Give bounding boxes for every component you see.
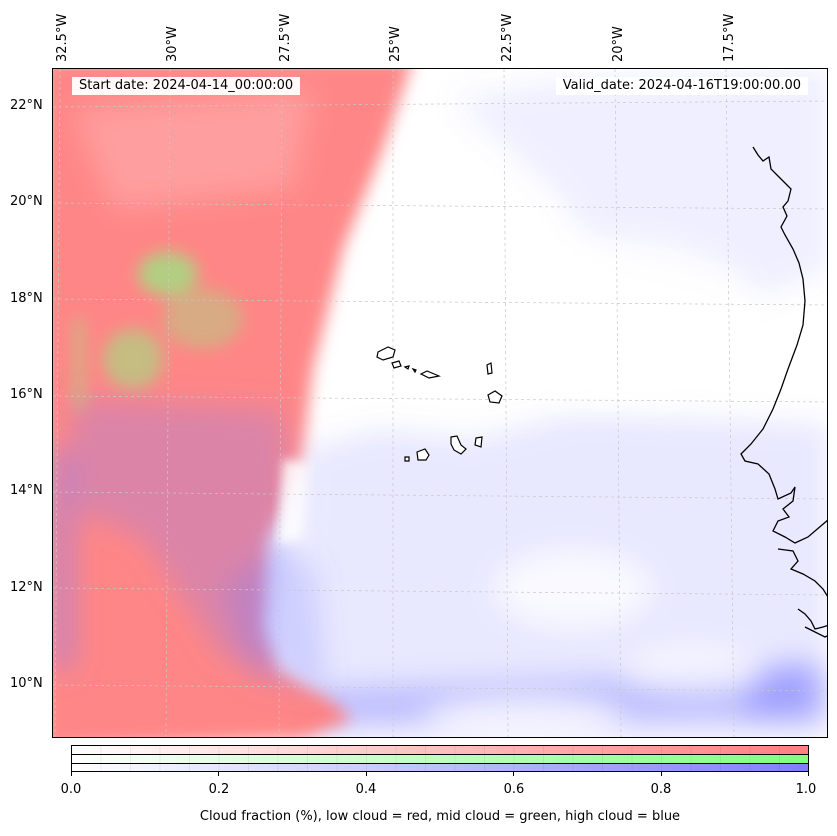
mid-cloud-layer (75, 252, 243, 409)
colorbar-label: Cloud fraction (%), low cloud = red, mid… (199, 809, 681, 824)
cape-verde-islands (376, 346, 503, 462)
island-outline (403, 365, 410, 370)
gridlines (53, 69, 827, 737)
lon-tick-label: 27.5°W (278, 13, 293, 62)
lon-tick-label: 20°W (611, 26, 626, 62)
colorbar (71, 745, 809, 772)
colorbar-tick-label: 0.8 (650, 782, 672, 797)
valid-date-label: Valid_date: 2024-04-16T19:00:00.00 (555, 77, 808, 95)
lon-tick-label: 32.5°W (55, 13, 70, 62)
colorbar-low-cloud-row (72, 746, 808, 755)
high-over-low-cloud (53, 399, 323, 689)
island-outline (416, 448, 430, 461)
colorbar-tick-mark (808, 772, 809, 776)
colorbar-tick-label: 0.2 (208, 782, 230, 797)
clear-patch (463, 239, 763, 399)
island-outline (391, 360, 402, 369)
map-panel[interactable]: Start date: 2024-04-14_00:00:00 Valid_da… (52, 68, 828, 738)
colorbar-tick-mark (661, 772, 662, 776)
island-outline (419, 370, 442, 379)
colorbar-tick-mark (513, 772, 514, 776)
colorbar-tick-mark (71, 772, 72, 776)
meridian-line (54, 69, 61, 737)
low-cloud-haze-north (73, 89, 313, 209)
colorbar-tick-mark (366, 772, 367, 776)
colorbar-tick-label: 0.0 (60, 782, 82, 797)
colorbar-tick-mark (218, 772, 219, 776)
island-outline (486, 362, 493, 375)
clear-patch (423, 694, 623, 737)
africa-coastline (797, 608, 827, 630)
meridian-line (165, 69, 171, 737)
island-outline (487, 390, 503, 404)
clear-edge-strip (278, 459, 308, 544)
lon-tick-label: 17.5°W (722, 13, 737, 62)
clear-patch (493, 549, 653, 629)
mid-cloud-patch (138, 252, 198, 296)
clear-patch (623, 644, 763, 694)
lat-tick-label: 18°N (10, 291, 43, 306)
meridian-line (278, 69, 283, 737)
lat-tick-label: 20°N (10, 194, 43, 209)
island-outline (474, 436, 483, 448)
clear-sky-patches (423, 239, 763, 737)
colorbar-high-cloud-row (72, 764, 808, 771)
africa-coastline (740, 146, 827, 544)
high-cloud-area-north (453, 69, 827, 299)
island-outline (450, 435, 467, 455)
colorbar-tick-label: 0.6 (503, 782, 525, 797)
mid-cloud-patch (163, 289, 243, 349)
colorbar-tick-label: 0.4 (355, 782, 377, 797)
lat-tick-label: 22°N (10, 98, 43, 113)
purple-edge-west (53, 449, 73, 669)
africa-coastline (777, 548, 827, 597)
mid-cloud-patch (103, 329, 163, 389)
island-outline (411, 367, 417, 374)
purple-band-south (223, 539, 323, 689)
island-outline (376, 346, 396, 361)
low-cloud-layer (53, 69, 410, 737)
lon-tick-label: 25°W (388, 26, 403, 62)
meridian-line (503, 69, 509, 737)
lon-tick-label: 22.5°W (500, 13, 515, 62)
start-date-label: Start date: 2024-04-14_00:00:00 (72, 77, 301, 95)
coastline (740, 146, 827, 638)
colorbar-tick-label: 1.0 (795, 782, 817, 797)
africa-coastline (804, 626, 827, 638)
meridian-line (725, 69, 735, 737)
clear-edge-patch (278, 459, 308, 544)
colorbar-mid-cloud-row (72, 755, 808, 764)
lat-tick-label: 12°N (10, 580, 43, 595)
mid-cloud-strip (75, 319, 83, 409)
lat-tick-label: 14°N (10, 483, 43, 498)
lon-tick-label: 30°W (165, 26, 180, 62)
low-cloud-main-area (53, 69, 410, 737)
lat-tick-label: 10°N (10, 676, 43, 691)
lat-tick-label: 16°N (10, 387, 43, 402)
meridian-line (614, 69, 622, 737)
island-outline (404, 456, 410, 462)
cloud-fraction-map (53, 69, 827, 737)
